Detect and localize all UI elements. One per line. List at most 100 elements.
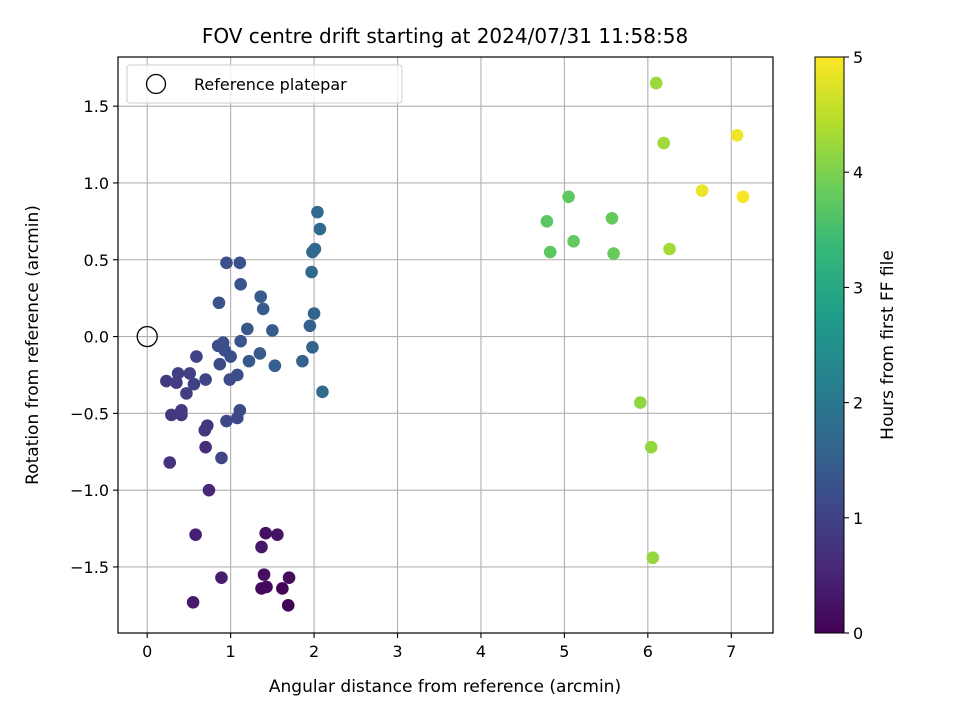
legend-label-reference: Reference platepar <box>194 75 347 94</box>
data-point <box>202 483 216 497</box>
data-point <box>234 334 247 348</box>
legend-marker-reference <box>145 73 167 95</box>
data-point <box>163 456 177 469</box>
data-point <box>695 184 709 197</box>
data-point <box>305 265 318 279</box>
colorbar-gradient <box>814 56 845 634</box>
x-tick-label: 7 <box>726 642 736 661</box>
data-point <box>165 408 178 422</box>
data-point <box>198 423 212 437</box>
colorbar-tick-label: 4 <box>853 163 863 182</box>
data-point <box>233 403 247 417</box>
data-point <box>213 357 227 371</box>
y-tick-label: −1.5 <box>70 558 109 577</box>
data-point <box>171 367 185 380</box>
data-point <box>189 528 202 541</box>
x-tick-label: 1 <box>226 642 236 661</box>
data-point <box>180 387 193 400</box>
data-points <box>136 76 750 612</box>
data-point <box>224 350 237 363</box>
data-point <box>282 571 296 585</box>
data-point <box>644 440 658 454</box>
data-point <box>607 247 620 260</box>
data-point <box>646 551 660 565</box>
data-point <box>199 373 212 386</box>
y-tick-label: 0.0 <box>84 328 109 347</box>
data-point <box>187 377 201 391</box>
data-point <box>540 215 554 228</box>
plot-area-frame <box>117 56 774 634</box>
data-point <box>186 595 200 609</box>
data-point <box>175 403 188 417</box>
data-point <box>215 571 228 585</box>
grid-lines <box>118 57 773 633</box>
data-point <box>231 368 244 382</box>
data-point <box>255 582 268 595</box>
data-point <box>307 307 321 320</box>
colorbar-tick-label: 0 <box>853 624 863 643</box>
data-point <box>663 242 676 256</box>
colorbar-tick-label: 2 <box>853 394 863 413</box>
data-point <box>316 385 329 399</box>
data-point <box>257 568 271 581</box>
data-point <box>212 296 226 310</box>
y-tick-label: −1.0 <box>70 481 109 500</box>
x-axis-ticks: 0 1 2 3 4 5 6 7 <box>142 633 736 661</box>
x-tick-label: 4 <box>476 642 486 661</box>
y-tick-label: −0.5 <box>70 404 109 423</box>
y-tick-label: 0.5 <box>84 251 109 270</box>
data-point <box>254 290 267 303</box>
y-tick-label: 1.0 <box>84 174 109 193</box>
data-point <box>220 414 233 428</box>
data-point <box>311 205 324 219</box>
data-point <box>567 235 580 248</box>
x-axis-label: Angular distance from reference (arcmin) <box>269 677 621 697</box>
data-point <box>255 540 268 554</box>
data-point <box>242 354 256 368</box>
data-point <box>253 347 267 360</box>
data-point <box>215 451 228 465</box>
reference-platepar-marker <box>136 325 158 348</box>
data-point <box>649 76 663 90</box>
data-point <box>605 211 619 225</box>
data-point <box>634 396 647 409</box>
data-point <box>562 190 575 204</box>
data-point <box>303 319 317 333</box>
data-point <box>259 526 272 540</box>
x-tick-label: 2 <box>309 642 319 661</box>
data-point <box>268 359 282 373</box>
data-point <box>276 582 289 595</box>
data-point <box>220 256 233 270</box>
data-point <box>657 136 670 150</box>
colorbar-tick-label: 1 <box>853 509 863 528</box>
x-tick-label: 3 <box>392 642 402 661</box>
y-axis-ticks: −1.5 −1.0 −0.5 0.0 0.5 1.0 1.5 <box>70 97 118 577</box>
data-point <box>266 324 279 337</box>
x-tick-label: 0 <box>142 642 152 661</box>
data-point <box>308 242 322 256</box>
legend-box <box>126 64 403 104</box>
data-point <box>281 599 295 612</box>
y-tick-label: 1.5 <box>84 97 109 116</box>
legend: Reference platepar <box>126 64 403 104</box>
data-point <box>296 354 309 368</box>
data-point <box>256 302 270 316</box>
data-point <box>183 367 197 380</box>
chart-title: FOV centre drift starting at 2024/07/31 … <box>202 24 688 48</box>
data-point <box>233 256 247 270</box>
colorbar-tick-label: 5 <box>853 48 863 67</box>
data-point <box>234 278 247 291</box>
colorbar-ticks: 0 1 2 3 4 5 <box>844 48 863 643</box>
data-point <box>160 374 173 388</box>
data-point <box>736 190 750 204</box>
data-point <box>190 350 203 363</box>
data-point <box>199 440 212 454</box>
colorbar-tick-label: 3 <box>853 278 863 297</box>
data-point <box>271 528 284 541</box>
data-point <box>730 129 744 142</box>
data-point <box>543 245 557 259</box>
data-point <box>241 322 254 336</box>
colorbar-label: Hours from first FF file <box>878 250 898 440</box>
